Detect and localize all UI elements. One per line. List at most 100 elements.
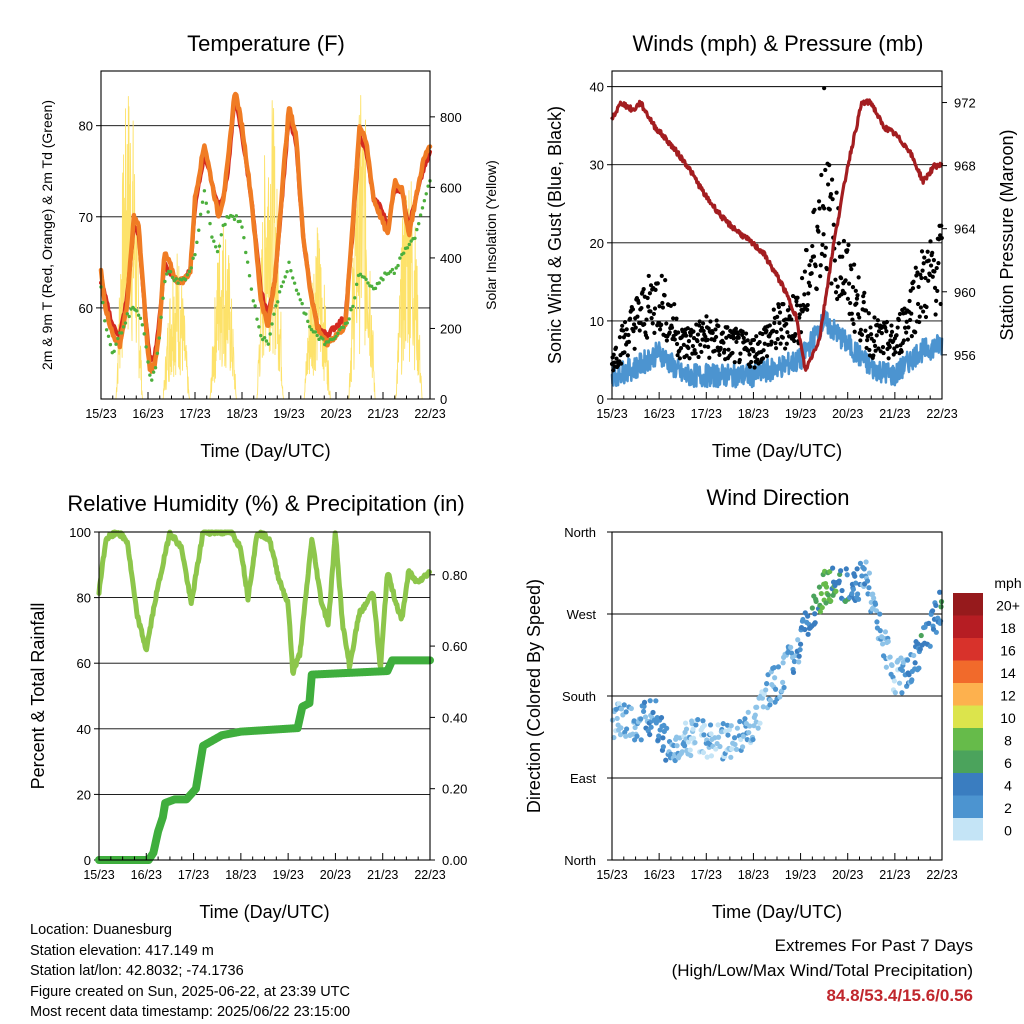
gust-point — [932, 269, 937, 274]
gust-point — [705, 337, 710, 343]
gust-point — [722, 347, 727, 353]
x-tick-label: 18/23 — [738, 868, 769, 882]
gust-point — [760, 356, 766, 361]
gust-point — [806, 280, 811, 285]
dewpoint-point — [354, 282, 359, 287]
direction-point — [795, 637, 801, 643]
gust-point — [687, 356, 692, 361]
gust-point — [700, 337, 705, 342]
direction-point — [701, 722, 708, 728]
direction-point — [701, 732, 707, 738]
direction-point — [800, 616, 806, 623]
direction-point — [929, 608, 936, 614]
dewpoint-point — [142, 332, 146, 336]
y-tick-label: 40 — [590, 80, 604, 95]
x-axis-title: Time (Day/UTC) — [199, 902, 329, 922]
gust-point — [710, 330, 715, 335]
direction-point — [866, 585, 872, 591]
total-rainfall-series — [95, 656, 434, 864]
gust-point — [873, 348, 878, 353]
dewpoint-point — [197, 228, 201, 232]
gust-point — [871, 339, 877, 344]
dewpoint-point — [165, 272, 169, 276]
dewpoint-point — [101, 300, 105, 305]
gust-point — [650, 321, 655, 326]
y-tick-label: North — [564, 525, 596, 540]
x-tick-label: 15/23 — [83, 868, 114, 882]
gust-point — [736, 332, 741, 337]
gust-point — [647, 291, 653, 296]
gust-point — [829, 177, 835, 182]
gust-point — [868, 332, 874, 337]
dewpoint-point — [392, 271, 396, 276]
data-timestamp: Most recent data timestamp: 2025/06/22 2… — [30, 1004, 351, 1020]
dewpoint-point — [104, 328, 109, 332]
dewpoint-point — [418, 213, 423, 217]
gust-point — [833, 277, 838, 282]
gust-point — [706, 344, 711, 349]
dewpoint-point — [276, 300, 280, 304]
speed-legend-swatch — [953, 750, 983, 773]
gust-point — [704, 314, 709, 319]
gust-point — [858, 327, 864, 332]
gust-point — [672, 337, 677, 342]
direction-point — [857, 560, 864, 566]
gust-point — [920, 268, 925, 273]
gust-point — [700, 321, 706, 326]
gust-point — [773, 341, 778, 346]
gust-point — [915, 270, 920, 275]
gust-point — [872, 315, 877, 320]
direction-point — [620, 712, 626, 718]
direction-point — [739, 744, 746, 750]
gust-point — [921, 309, 926, 314]
dewpoint-point — [338, 327, 342, 332]
gust-point — [913, 265, 918, 270]
dewpoint-point — [255, 317, 259, 321]
direction-point — [683, 726, 690, 732]
gust-point — [852, 262, 857, 267]
dewpoint-point — [413, 236, 417, 240]
dewpoint-point — [373, 286, 378, 291]
direction-point — [715, 734, 722, 740]
gust-point — [649, 315, 654, 321]
x-tick-label: 20/23 — [320, 868, 351, 882]
gust-point — [835, 296, 840, 302]
gust-point — [675, 353, 680, 358]
direction-point — [938, 604, 944, 610]
gust-point — [884, 319, 890, 325]
y-tick-label: South — [562, 689, 596, 704]
gust-point — [813, 263, 818, 269]
gust-point — [897, 311, 903, 317]
direction-point — [720, 721, 726, 727]
gust-point — [839, 276, 844, 281]
y-tick-label: 0 — [597, 392, 604, 407]
x-tick-label: 22/23 — [926, 407, 957, 421]
gust-point — [809, 271, 814, 276]
dewpoint-point — [257, 325, 261, 329]
gust-point — [639, 305, 644, 311]
direction-point — [872, 601, 879, 607]
gust-point — [916, 284, 921, 290]
direction-point — [674, 743, 680, 749]
direction-point — [679, 749, 685, 755]
direction-point — [861, 566, 867, 572]
dewpoint-point — [200, 200, 205, 204]
x-tick-label: 21/23 — [879, 868, 910, 882]
gust-point — [732, 360, 737, 365]
gust-point — [707, 355, 712, 360]
x-tick-label: 19/23 — [785, 868, 816, 882]
gust-point — [648, 309, 653, 314]
gust-point — [652, 330, 657, 335]
direction-point — [772, 686, 779, 692]
direction-point — [692, 739, 698, 746]
gust-point — [884, 329, 889, 334]
gust-point — [641, 287, 646, 292]
dewpoint-point — [366, 281, 370, 285]
gust-point — [664, 338, 669, 343]
direction-point — [775, 664, 782, 670]
gust-point — [614, 356, 619, 361]
direction-point — [898, 655, 904, 661]
direction-point — [892, 690, 898, 696]
dewpoint-point — [292, 281, 297, 285]
